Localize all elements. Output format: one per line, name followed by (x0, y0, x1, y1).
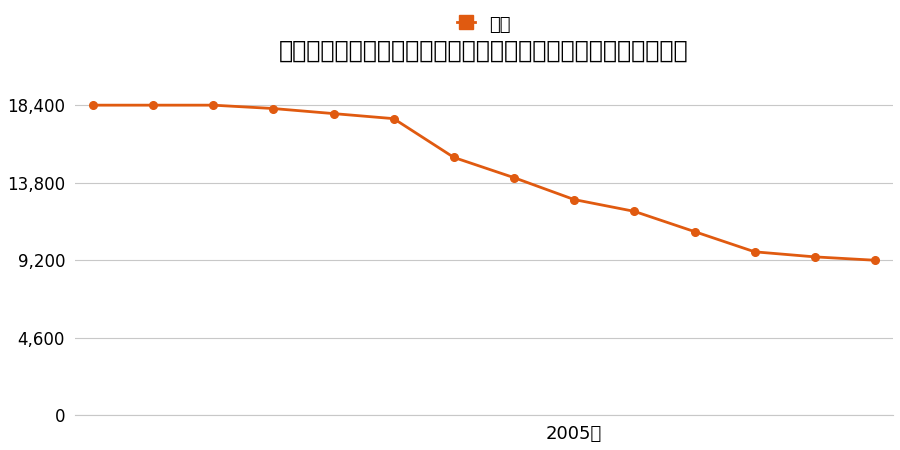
価格 (689, 229, 700, 234)
価格 (148, 103, 158, 108)
価格 (869, 257, 880, 263)
価格 (448, 155, 459, 160)
価格 (508, 175, 519, 180)
価格 (750, 249, 760, 255)
価格 (629, 209, 640, 214)
価格 (208, 103, 219, 108)
価格 (87, 103, 98, 108)
価格 (809, 254, 820, 260)
価格 (388, 116, 399, 122)
価格 (268, 106, 279, 111)
価格 (328, 111, 339, 116)
Line: 価格: 価格 (89, 101, 878, 264)
Legend: 価格: 価格 (450, 8, 518, 41)
Title: 宮城県柴田郡柴田町大字上名生字明神堂１７８番４外の地価推移: 宮城県柴田郡柴田町大字上名生字明神堂１７８番４外の地価推移 (279, 39, 688, 63)
価格 (569, 197, 580, 202)
